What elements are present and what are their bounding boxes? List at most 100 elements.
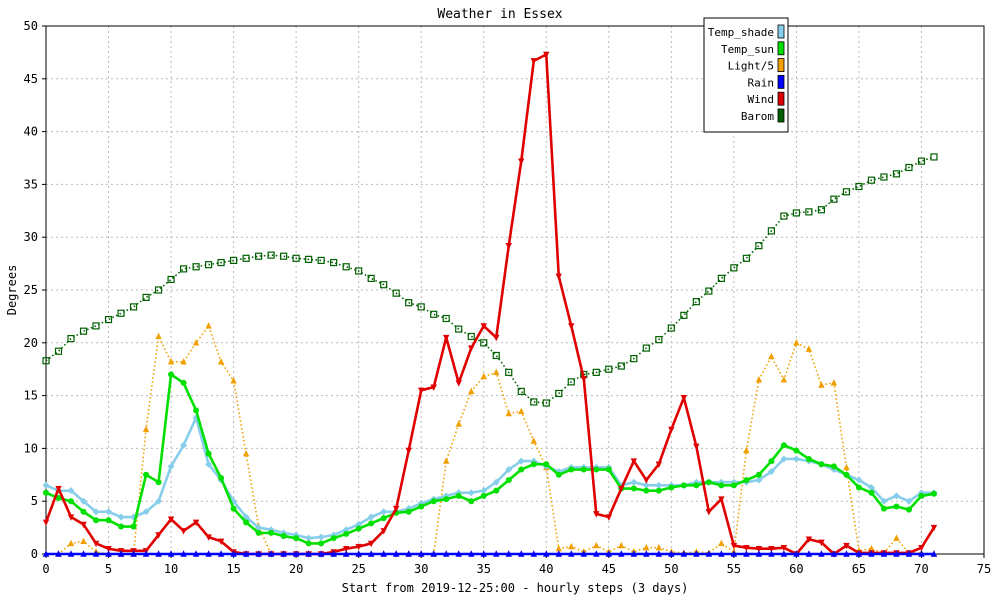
data-point-temp-sun (530, 461, 537, 468)
data-point-wind (105, 546, 112, 553)
series-layer (42, 51, 938, 558)
data-point-barom (742, 254, 750, 262)
data-point-rain (630, 550, 638, 557)
data-point-temp-sun (355, 525, 362, 532)
data-point-temp-sun (43, 489, 49, 496)
data-point-barom (417, 303, 425, 311)
data-point-barom (592, 368, 600, 376)
data-point-rain (230, 550, 237, 557)
data-point-rain (205, 550, 212, 557)
data-point-rain (342, 550, 350, 557)
data-point-barom (455, 325, 463, 333)
data-point-rain (643, 550, 650, 557)
x-tick-label: 50 (664, 562, 678, 576)
data-point-barom (805, 208, 813, 216)
data-point-wind (780, 544, 788, 552)
data-point-barom (880, 173, 888, 181)
data-point-wind (618, 485, 625, 493)
data-point-temp-shade (630, 478, 638, 486)
data-point-barom (680, 311, 688, 319)
data-point-rain (855, 550, 863, 557)
data-point-temp-sun (180, 379, 187, 386)
series-temp-shade (42, 414, 938, 542)
data-point-light-5 (868, 545, 875, 552)
data-point-rain (292, 550, 300, 557)
data-point-wind (418, 387, 425, 395)
data-point-barom (317, 256, 325, 265)
data-point-wind (430, 384, 437, 391)
data-point-temp-sun (205, 450, 212, 457)
data-point-barom (705, 287, 713, 295)
x-tick-label: 0 (42, 562, 49, 576)
data-point-wind (468, 345, 475, 352)
data-point-temp-sun (55, 495, 62, 502)
data-point-temp-sun (143, 471, 150, 478)
data-point-temp-sun (680, 482, 687, 489)
data-point-barom (630, 355, 638, 363)
data-point-temp-sun (843, 471, 850, 478)
data-point-light-5 (568, 542, 575, 550)
data-point-wind (918, 544, 925, 552)
data-point-wind (67, 514, 75, 521)
data-point-barom (305, 255, 313, 263)
data-point-wind (392, 505, 400, 513)
data-point-light-5 (718, 539, 725, 547)
data-point-rain (680, 550, 688, 557)
data-point-temp-sun (743, 477, 750, 484)
data-point-light-5 (167, 358, 175, 365)
data-point-temp-sun (405, 508, 412, 515)
data-point-rain (330, 550, 337, 557)
data-point-wind (630, 458, 638, 465)
data-point-barom (780, 212, 788, 220)
y-tick-label: 15 (24, 389, 38, 403)
data-point-temp-shade (855, 476, 863, 484)
data-point-temp-sun (130, 523, 137, 530)
data-point-temp-sun (880, 505, 887, 512)
data-point-temp-sun (80, 508, 87, 515)
data-point-barom (655, 336, 663, 344)
data-point-light-5 (755, 376, 763, 383)
data-point-rain (793, 550, 800, 557)
data-point-wind (605, 514, 612, 521)
data-point-temp-sun (230, 505, 237, 512)
data-point-wind (167, 516, 175, 523)
data-point-temp-shade (180, 441, 188, 449)
data-point-barom (717, 274, 725, 282)
data-point-temp-sun (780, 442, 787, 449)
data-point-temp-sun (630, 485, 637, 492)
data-point-wind (455, 380, 462, 387)
data-point-barom (92, 322, 100, 330)
data-point-temp-sun (693, 482, 700, 489)
data-point-barom (617, 362, 625, 370)
data-point-barom (667, 324, 675, 332)
data-point-light-5 (768, 352, 775, 360)
data-point-temp-shade (480, 487, 488, 495)
x-tick-label: 30 (414, 562, 428, 576)
data-point-rain (905, 550, 913, 557)
data-point-temp-shade (342, 526, 350, 534)
data-point-temp-sun (755, 471, 762, 478)
data-point-temp-sun (468, 498, 475, 505)
data-point-barom (204, 261, 213, 269)
data-point-light-5 (818, 381, 825, 388)
data-point-wind (342, 546, 350, 553)
data-point-barom (392, 289, 400, 297)
data-point-rain (893, 550, 900, 557)
data-point-rain (468, 550, 475, 557)
data-point-barom (67, 334, 75, 343)
data-point-barom (217, 258, 225, 267)
data-point-wind (55, 485, 62, 493)
data-point-barom (380, 281, 388, 289)
x-tick-label: 5 (105, 562, 112, 576)
data-point-temp-shade (105, 508, 113, 516)
data-point-temp-sun (305, 540, 312, 547)
series-temp-sun (43, 371, 937, 547)
data-point-light-5 (192, 339, 200, 346)
data-point-rain (367, 550, 375, 557)
data-point-barom (342, 263, 350, 271)
data-point-rain (480, 550, 487, 557)
legend-swatch (777, 58, 785, 72)
data-point-wind (180, 528, 187, 535)
